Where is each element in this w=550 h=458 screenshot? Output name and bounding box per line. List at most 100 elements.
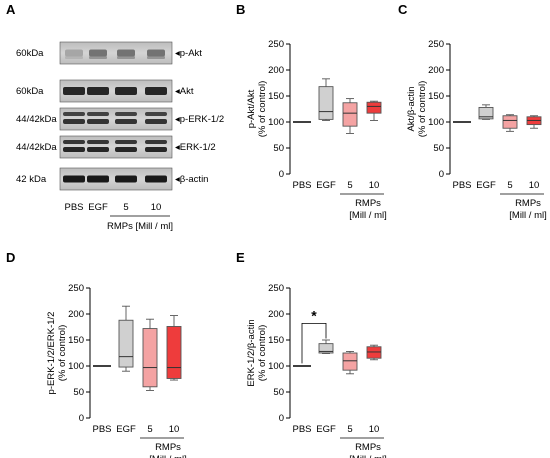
y-tick-label: 0: [439, 169, 444, 180]
blot-mw-label: 42 kDa: [16, 174, 47, 185]
box-5: [142, 318, 158, 391]
x-category-label: PBS: [292, 424, 311, 435]
blot-band: [147, 49, 165, 57]
blot-band: [63, 112, 85, 116]
group-label: [Mill / ml]: [509, 210, 546, 221]
box-body: [118, 319, 134, 368]
x-category-label: 5: [147, 424, 152, 435]
y-tick-label: 0: [279, 169, 284, 180]
blot-lane-label: PBS: [64, 202, 83, 213]
blot-lane-labels: PBS EGF 5 10 RMPs [Mill / ml]: [64, 202, 172, 232]
blot-membrane: [59, 41, 173, 65]
box-body: [366, 346, 382, 359]
panel-a-western-blot: A 60kDa ◂p-Akt 60kDa ◂Akt 44/42kDa ◂p-ERK-1/2…: [6, 2, 224, 232]
blot-protein-label: ◂p-ERK-1/2: [175, 114, 224, 125]
box-body: [166, 326, 182, 379]
x-category-label: PBS: [452, 180, 471, 191]
blot-band: [145, 140, 167, 144]
y-tick-label: 200: [68, 309, 84, 320]
blot-protein-label: ◂β-actin: [175, 174, 208, 185]
blot-band: [147, 56, 165, 59]
blot-protein-label: ◂ERK-1/2: [175, 142, 216, 153]
blot-band: [145, 119, 167, 124]
y-tick-label: 200: [268, 65, 284, 76]
blot-band: [63, 147, 85, 152]
box-5: [502, 114, 518, 132]
panel-letter: D: [6, 250, 15, 265]
x-category-label: 10: [169, 424, 180, 435]
y-tick-label: 150: [268, 91, 284, 102]
y-tick-label: 50: [273, 143, 284, 154]
box-5: [342, 98, 358, 134]
blot-band: [117, 56, 135, 59]
box-EGF: [318, 339, 334, 354]
box-EGF: [478, 104, 494, 120]
blot-band: [63, 175, 85, 183]
blot-lane-label: EGF: [88, 202, 108, 213]
chart-panel-c: C 0 50 100 150 200 250 Akt/β-actin (% of control…: [398, 2, 547, 221]
box-5: [342, 350, 358, 375]
blot-band: [145, 175, 167, 183]
y-tick-label: 50: [433, 143, 444, 154]
box-10: [526, 115, 542, 129]
blot-band: [115, 119, 137, 124]
blot-band: [63, 119, 85, 124]
blot-band: [145, 147, 167, 152]
group-label: [Mill / ml]: [149, 454, 186, 458]
blot-band: [117, 49, 135, 57]
y-tick-label: 100: [268, 117, 284, 128]
significance-bracket: [301, 322, 327, 364]
box-body: [318, 86, 334, 120]
blot-row: 42 kDa ◂β-actin: [16, 167, 208, 191]
box-body: [342, 352, 358, 371]
y-tick-label: 150: [68, 335, 84, 346]
group-label: RMPs: [155, 442, 181, 453]
group-label: RMPs: [355, 198, 381, 209]
panel-letter: E: [236, 250, 245, 265]
box-body: [366, 101, 382, 114]
blot-band: [115, 87, 137, 95]
blot-protein-label: ◂p-Akt: [175, 48, 202, 59]
blot-band: [87, 140, 109, 144]
y-axis-title: (% of control): [257, 81, 268, 138]
x-category-label: 10: [369, 424, 380, 435]
blot-band: [87, 112, 109, 116]
blot-band: [65, 56, 83, 59]
blot-band: [115, 112, 137, 116]
blot-lane-label: 10: [151, 202, 162, 213]
box-10: [366, 100, 382, 121]
y-tick-label: 250: [68, 283, 84, 294]
y-axis-title: p-ERK-1/2/ERK-1/2: [46, 312, 57, 395]
blot-mw-label: 60kDa: [16, 48, 44, 59]
box-body: [502, 115, 518, 129]
blot-band: [115, 175, 137, 183]
panel-letter: C: [398, 2, 408, 17]
y-axis-title: ERK-1/2/β-actin: [246, 319, 257, 386]
blot-band: [115, 140, 137, 144]
box-10: [166, 315, 182, 381]
x-category-label: EGF: [476, 180, 496, 191]
panel-letter: B: [236, 2, 245, 17]
x-category-label: EGF: [116, 424, 136, 435]
box-body: [318, 343, 334, 354]
blot-mw-label: 60kDa: [16, 86, 44, 97]
blot-lane-label: 5: [123, 202, 128, 213]
panel-letter-a: A: [6, 2, 16, 17]
y-axis-title: Akt/β-actin: [406, 86, 417, 131]
blot-row: 60kDa ◂p-Akt: [16, 41, 202, 65]
y-tick-label: 0: [79, 413, 84, 424]
y-axis-title: (% of control): [417, 81, 428, 138]
x-category-label: EGF: [316, 180, 336, 191]
y-tick-label: 250: [268, 283, 284, 294]
blot-protein-label: ◂Akt: [175, 86, 194, 97]
blot-band: [63, 140, 85, 144]
box-body: [342, 102, 358, 127]
x-category-label: PBS: [92, 424, 111, 435]
blot-row: 44/42kDa ◂ERK-1/2: [16, 135, 216, 159]
chart-panel-d: D 0 50 100 150 200 250 p-ERK-1/2/ERK-1/2 (% of c…: [6, 250, 187, 458]
x-category-label: 5: [347, 424, 352, 435]
blot-band: [89, 56, 107, 59]
x-category-label: PBS: [292, 180, 311, 191]
